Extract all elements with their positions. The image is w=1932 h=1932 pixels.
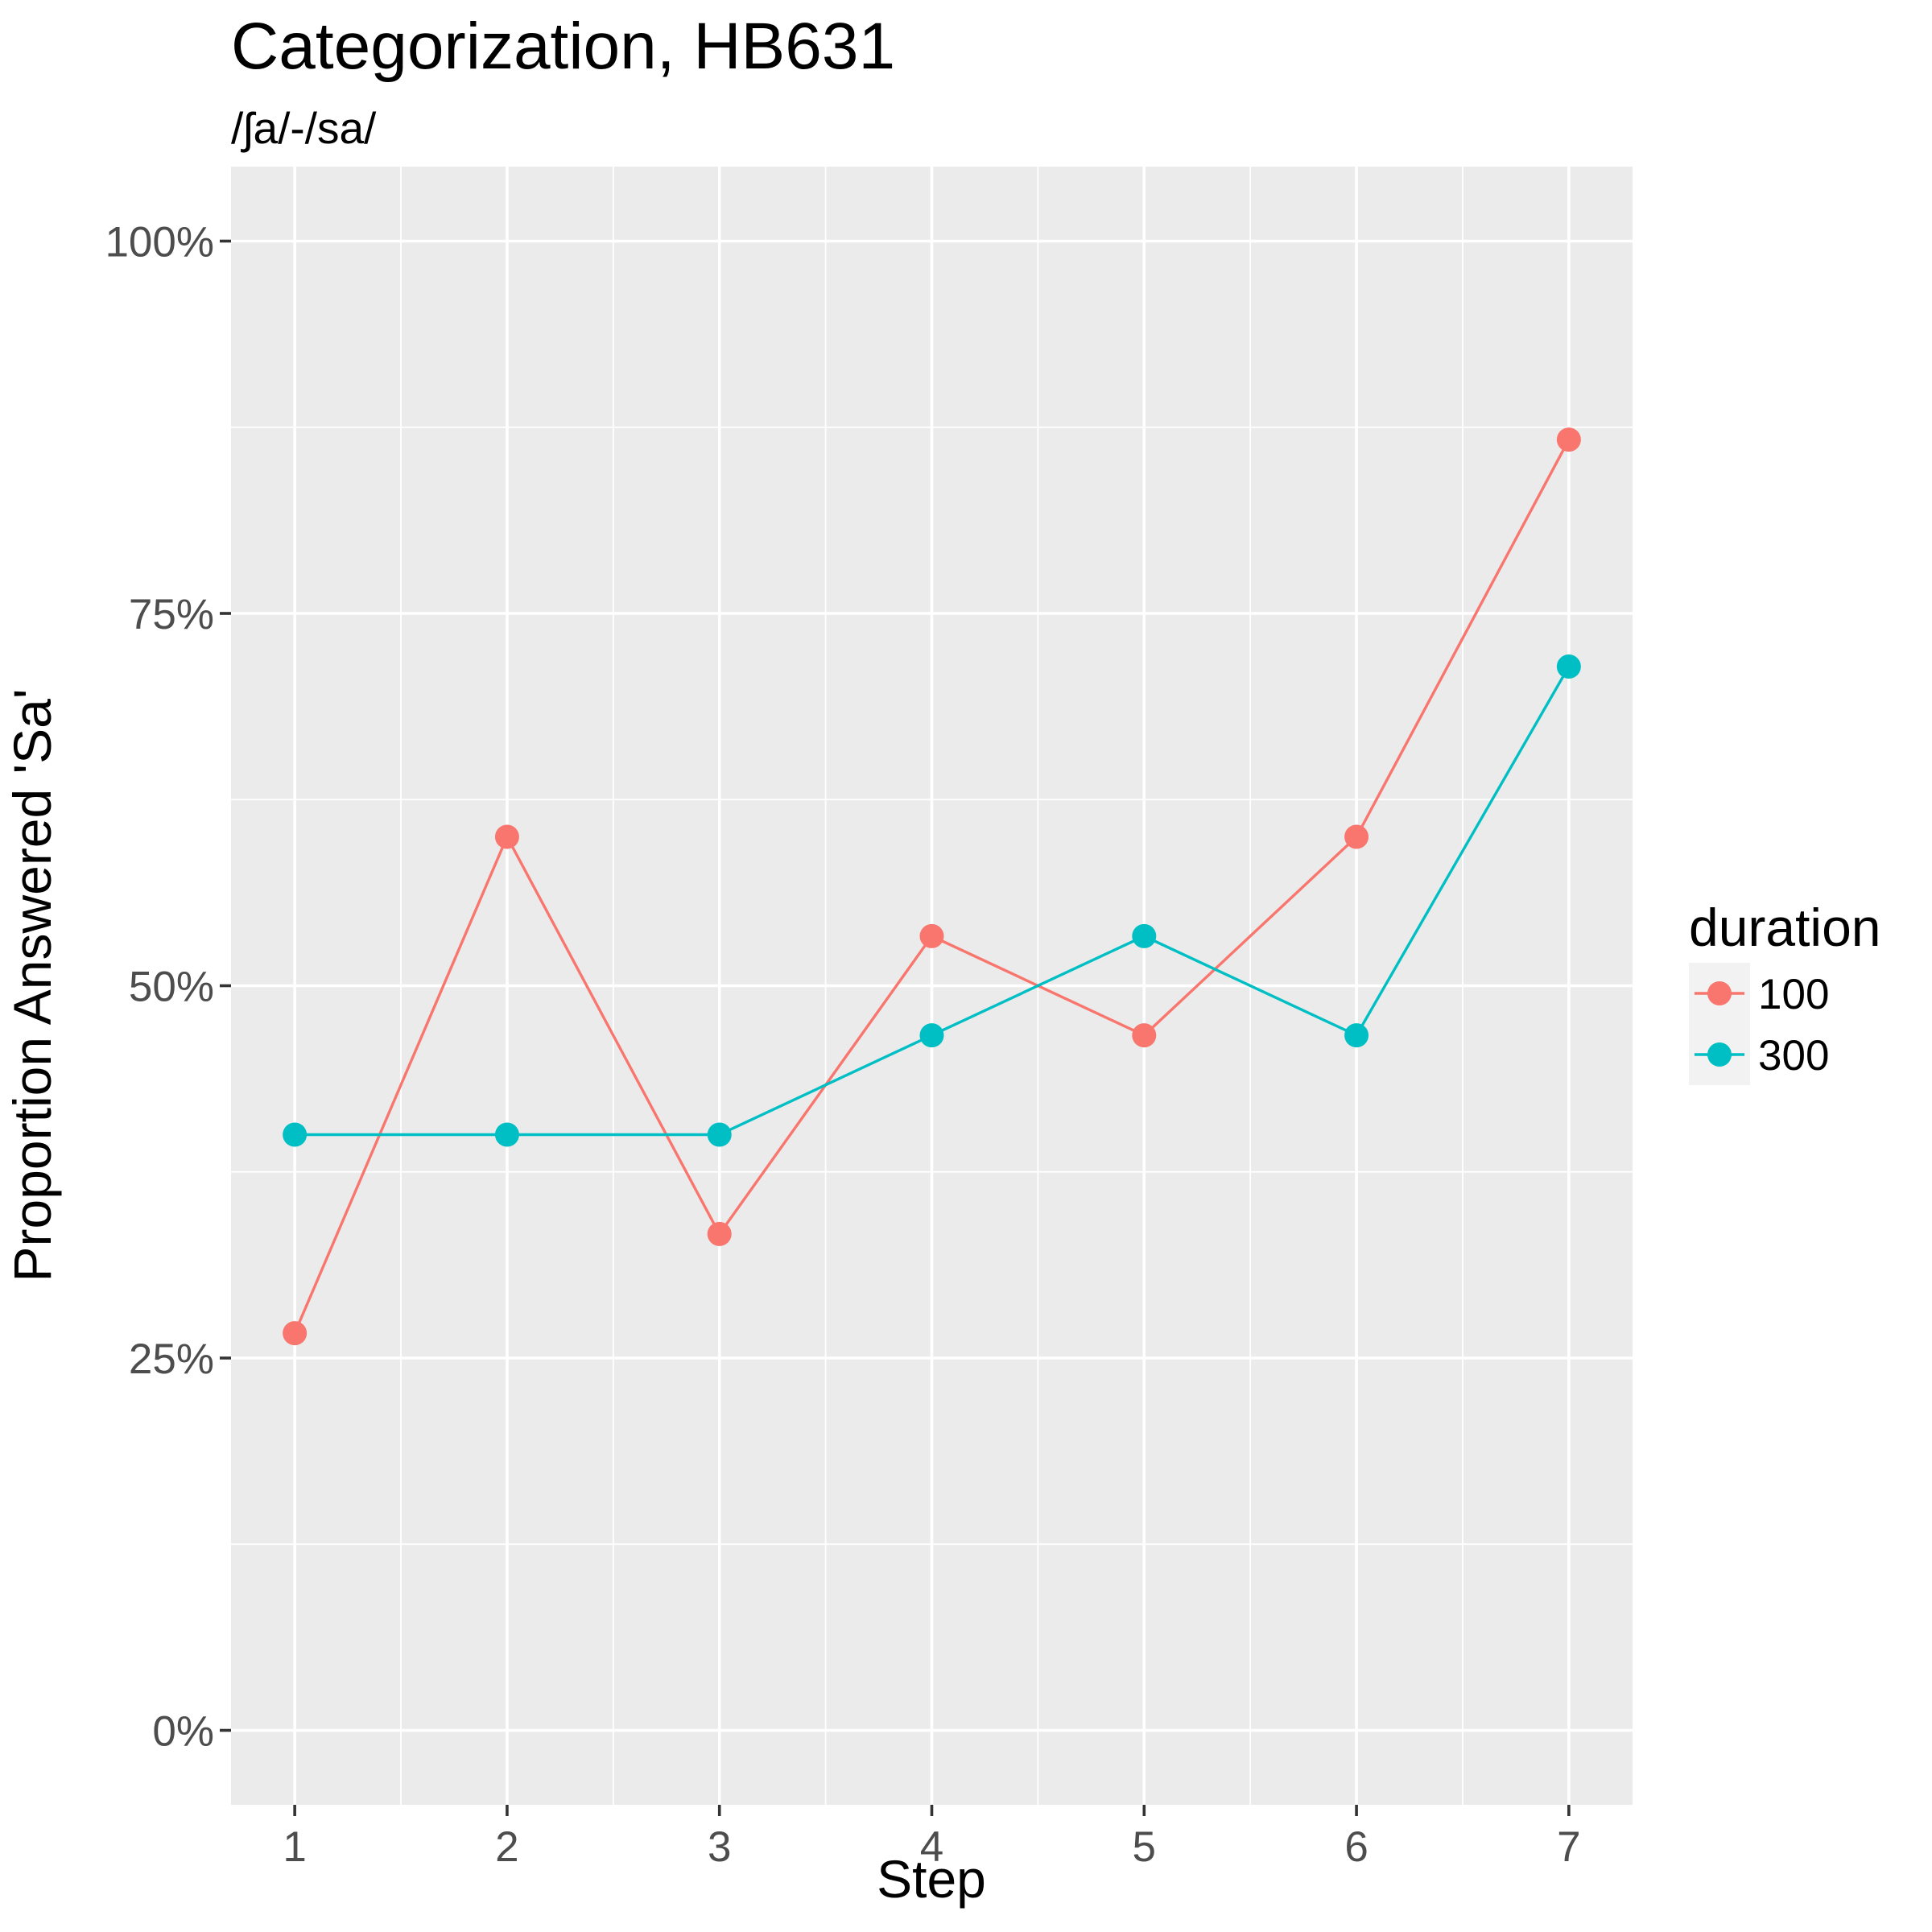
x-tick-label: 4	[920, 1823, 943, 1871]
data-point-100	[707, 1221, 732, 1246]
y-tick-label: 50%	[129, 964, 214, 1011]
x-tick-label: 6	[1344, 1823, 1368, 1871]
x-axis-title: Step	[877, 1849, 986, 1909]
legend-label: 100	[1758, 971, 1829, 1018]
data-point-300	[1556, 654, 1581, 679]
data-point-100	[1344, 824, 1369, 849]
x-tick-label: 7	[1557, 1823, 1580, 1871]
x-axis: 1 2 3 4 5 6 7	[283, 1805, 1581, 1871]
data-point-100	[919, 923, 944, 948]
data-point-100	[283, 1321, 308, 1346]
x-tick-label: 3	[708, 1823, 731, 1871]
data-point-300	[283, 1122, 308, 1147]
y-tick-label: 100%	[105, 219, 214, 266]
data-point-100	[1132, 1023, 1157, 1048]
y-tick-label: 25%	[129, 1335, 214, 1383]
y-tick-label: 75%	[129, 591, 214, 638]
legend-key-point	[1707, 981, 1732, 1005]
legend-title: duration	[1689, 898, 1881, 957]
x-tick-label: 2	[495, 1823, 518, 1871]
data-point-300	[1344, 1023, 1369, 1048]
data-point-100	[1556, 427, 1581, 452]
legend-item-300: 300	[1689, 1024, 1829, 1085]
data-point-100	[494, 824, 519, 849]
y-axis: 0% 25% 50% 75% 100%	[105, 219, 231, 1756]
x-tick-label: 1	[283, 1823, 306, 1871]
y-tick-label: 0%	[152, 1708, 214, 1756]
major-grid	[231, 167, 1633, 1805]
data-point-300	[1132, 923, 1157, 948]
legend-key-point	[1707, 1042, 1732, 1067]
chart-title: Categorization, HB631	[231, 10, 895, 83]
chart-subtitle: /ʃa/-/sa/	[231, 103, 377, 153]
data-point-300	[919, 1023, 944, 1048]
legend-item-100: 100	[1689, 963, 1829, 1024]
data-point-300	[494, 1122, 519, 1147]
y-axis-title: Proportion Answered 'Sa'	[2, 689, 62, 1282]
series-layer	[283, 427, 1581, 1346]
legend-label: 300	[1758, 1032, 1829, 1080]
x-tick-label: 5	[1133, 1823, 1156, 1871]
data-point-300	[707, 1122, 732, 1147]
